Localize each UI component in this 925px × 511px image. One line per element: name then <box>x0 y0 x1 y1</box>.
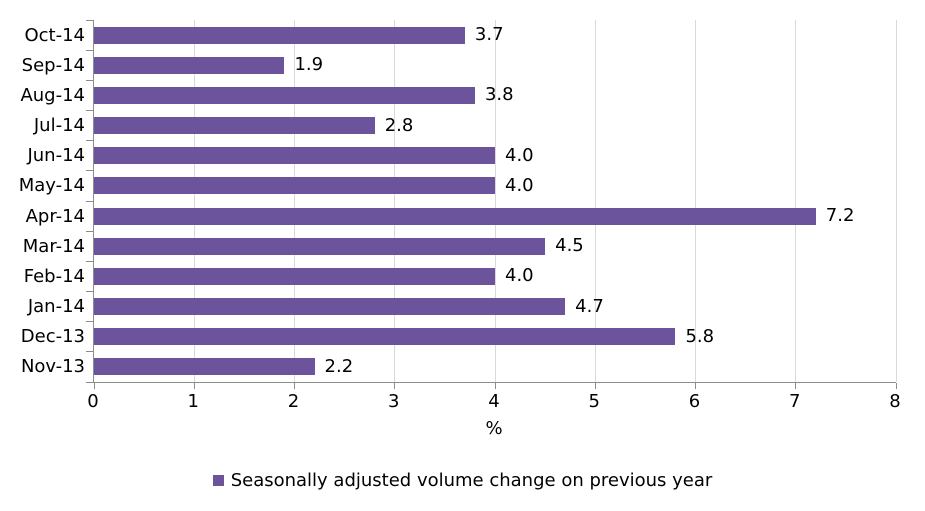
legend: Seasonally adjusted volume change on pre… <box>0 470 925 491</box>
y-axis-category-label: Apr-14 <box>25 205 85 227</box>
bar <box>94 267 495 285</box>
gridline <box>394 20 396 382</box>
bar-value-label: 3.8 <box>484 84 514 106</box>
bar <box>94 358 315 376</box>
bar-value-label: 3.7 <box>474 24 504 46</box>
gridline <box>494 20 496 382</box>
y-axis-tick <box>86 79 93 81</box>
y-axis-tick <box>86 19 93 21</box>
y-axis-tick <box>86 321 93 323</box>
x-axis-tick-label: 7 <box>789 391 801 412</box>
x-axis-tick-label: 2 <box>287 391 300 412</box>
x-axis-tick-label: 6 <box>688 391 701 412</box>
x-axis-tick <box>394 383 396 389</box>
bar-value-label: 4.0 <box>505 265 534 287</box>
y-axis-tick <box>86 230 93 232</box>
bar <box>94 26 465 44</box>
legend-label: Seasonally adjusted volume change on pre… <box>230 470 713 491</box>
bar <box>94 298 566 316</box>
y-axis-tick <box>86 110 93 111</box>
x-axis-tick-label: 3 <box>388 391 400 412</box>
bar-value-label: 4.7 <box>575 295 604 317</box>
bar <box>94 328 676 346</box>
gridline <box>294 20 295 382</box>
gridline <box>895 20 897 382</box>
legend-marker-icon <box>212 475 224 486</box>
y-axis-tick <box>86 49 93 51</box>
y-axis-tick <box>86 381 93 383</box>
y-axis-category-label: Mar-14 <box>22 235 85 257</box>
y-axis-category-label: Jul-14 <box>33 115 85 137</box>
bar-value-label: 7.2 <box>825 205 855 227</box>
y-axis-tick <box>86 351 93 353</box>
gridline <box>594 20 596 382</box>
bar-value-label: 1.9 <box>294 54 324 76</box>
y-axis-tick <box>86 140 93 142</box>
x-axis-tick-label: 4 <box>488 391 500 412</box>
bar <box>94 117 375 135</box>
gridline <box>795 20 797 382</box>
x-axis-tick <box>494 383 496 389</box>
bar-value-label: 4.0 <box>505 144 534 166</box>
bar-value-label: 4.5 <box>555 235 584 257</box>
bar <box>94 56 285 74</box>
x-axis-title: % <box>485 418 503 439</box>
bar-value-label: 4.0 <box>505 174 534 196</box>
x-axis-tick <box>294 383 295 389</box>
y-axis-category-label: Jan-14 <box>27 296 85 318</box>
y-axis-category-label: Jun-14 <box>27 145 85 167</box>
bar <box>94 86 475 104</box>
gridline <box>695 20 696 382</box>
x-axis-tick <box>795 383 797 389</box>
gridline <box>193 20 195 382</box>
x-axis-tick <box>594 383 596 389</box>
y-axis-category-label: Aug-14 <box>20 84 85 106</box>
y-axis-tick <box>86 170 93 172</box>
bar-value-label: 2.8 <box>384 114 414 136</box>
x-axis-tick <box>93 383 95 389</box>
y-axis-tick <box>86 200 93 202</box>
y-axis-category-label: May-14 <box>18 175 85 197</box>
x-axis-tick <box>695 383 696 389</box>
y-axis-tick <box>86 260 93 262</box>
x-axis-tick-label: 5 <box>588 391 600 412</box>
x-axis-tick <box>193 383 195 389</box>
plot-area: 3.7 1.9 3.8 2.8 4.0 4.0 7.2 4.5 4.0 4.7 5.8 2.2 <box>86 19 897 389</box>
y-axis-tick <box>86 291 93 292</box>
y-axis-category-label: Oct-14 <box>24 24 85 46</box>
x-axis-tick-label: 1 <box>187 391 199 412</box>
bar <box>94 147 495 165</box>
bar <box>94 177 495 195</box>
y-axis-category-label: Nov-13 <box>20 356 85 378</box>
y-axis-category-label: Sep-14 <box>21 54 85 76</box>
y-axis-category-label: Dec-13 <box>20 326 85 348</box>
x-axis-tick <box>895 383 897 389</box>
bar-value-label: 5.8 <box>685 325 715 347</box>
y-axis-category-label: Feb-14 <box>23 265 85 287</box>
bar <box>94 207 816 225</box>
x-axis-tick-label: 8 <box>889 391 901 412</box>
x-axis-tick-label: 0 <box>87 391 99 412</box>
bar <box>94 237 546 255</box>
bar-value-label: 2.2 <box>324 355 354 377</box>
